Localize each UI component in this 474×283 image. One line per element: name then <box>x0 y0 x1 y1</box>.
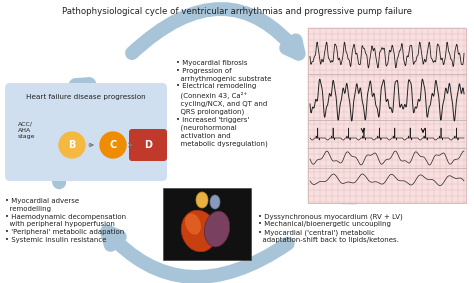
Text: • Dyssynchronous myocardium (RV + LV)
• Mechanical/bioenergetic uncoupling
• Myo: • Dyssynchronous myocardium (RV + LV) • … <box>258 213 403 243</box>
Text: Pathophysiological cycle of ventricular arrhythmias and progressive pump failure: Pathophysiological cycle of ventricular … <box>62 7 412 16</box>
Ellipse shape <box>204 211 230 247</box>
FancyBboxPatch shape <box>129 129 167 161</box>
Text: • Myocardial adverse
  remodelling
• Haemodynamic decompensation
  with peripher: • Myocardial adverse remodelling • Haemo… <box>5 198 126 243</box>
Circle shape <box>100 132 126 158</box>
FancyBboxPatch shape <box>5 83 167 181</box>
Ellipse shape <box>181 210 217 252</box>
Ellipse shape <box>196 192 208 208</box>
Text: • Myocardial fibrosis
• Progression of
  arrhythmogenic substrate
• Electrical r: • Myocardial fibrosis • Progression of a… <box>176 60 272 147</box>
FancyBboxPatch shape <box>308 28 466 203</box>
Text: ACC/
AHA
stage: ACC/ AHA stage <box>18 122 36 139</box>
Text: C: C <box>109 140 117 150</box>
Ellipse shape <box>210 195 220 209</box>
Text: B: B <box>68 140 76 150</box>
Ellipse shape <box>185 213 201 235</box>
Text: D: D <box>144 140 152 150</box>
FancyBboxPatch shape <box>163 188 251 260</box>
Circle shape <box>59 132 85 158</box>
Text: Heart failure disease progression: Heart failure disease progression <box>26 94 146 100</box>
